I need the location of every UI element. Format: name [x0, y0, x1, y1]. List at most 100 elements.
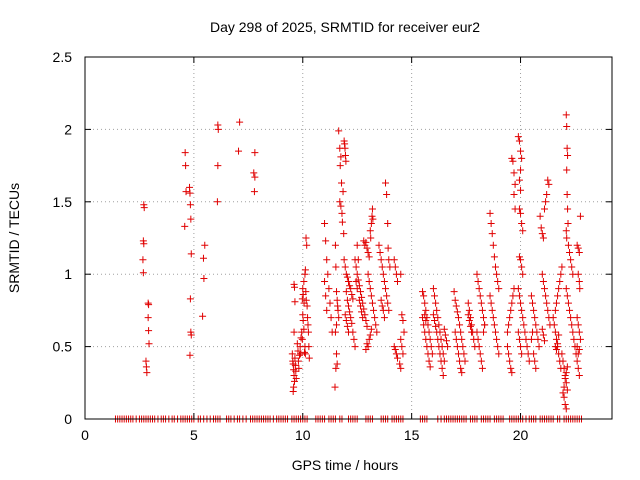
data-point — [511, 180, 519, 188]
data-point — [480, 314, 488, 322]
data-point — [400, 328, 408, 336]
data-point — [561, 374, 569, 382]
data-point — [535, 343, 543, 351]
data-point — [351, 343, 359, 351]
data-point — [505, 350, 513, 358]
data-point — [140, 240, 148, 248]
data-point — [537, 224, 545, 232]
data-point — [521, 328, 529, 336]
data-point — [379, 306, 387, 314]
data-point — [372, 321, 380, 329]
y-tick-label: 2 — [64, 121, 72, 137]
data-point — [564, 241, 572, 249]
data-point — [563, 363, 571, 371]
data-point — [552, 335, 560, 343]
data-point — [353, 285, 361, 293]
data-point — [517, 186, 525, 194]
data-point — [538, 270, 546, 278]
data-point — [475, 285, 483, 293]
data-point — [534, 335, 542, 343]
data-point — [507, 364, 515, 372]
data-point — [515, 176, 523, 184]
data-point — [567, 314, 575, 322]
data-point — [488, 306, 496, 314]
data-point — [391, 345, 399, 353]
data-points — [111, 111, 586, 423]
data-point — [438, 364, 446, 372]
data-point — [564, 205, 572, 213]
data-point — [575, 345, 583, 353]
data-point — [530, 306, 538, 314]
x-tick-label: 0 — [81, 427, 89, 443]
data-point — [493, 270, 501, 278]
data-point — [339, 188, 347, 196]
data-point — [574, 321, 582, 329]
data-point — [540, 337, 548, 345]
data-point — [338, 209, 346, 217]
data-point — [325, 285, 333, 293]
data-point — [468, 321, 476, 329]
data-point — [366, 285, 374, 293]
data-point — [345, 302, 352, 310]
data-point — [298, 335, 306, 343]
data-point — [562, 405, 570, 413]
data-point — [376, 248, 384, 256]
data-point — [559, 357, 567, 365]
data-point — [186, 351, 194, 359]
data-point — [494, 343, 502, 351]
data-point — [476, 350, 484, 358]
data-point — [551, 328, 559, 336]
data-point — [299, 290, 307, 298]
data-point — [288, 350, 296, 358]
data-point — [570, 335, 578, 343]
data-point — [556, 277, 564, 285]
data-point — [531, 357, 539, 365]
data-point — [292, 367, 300, 375]
data-point — [356, 302, 364, 310]
data-point — [486, 292, 494, 300]
data-point — [487, 299, 495, 307]
data-point — [509, 157, 517, 165]
y-tick-label: 1 — [64, 266, 72, 282]
data-point — [531, 314, 539, 322]
data-point — [304, 321, 312, 329]
data-point — [562, 227, 570, 235]
data-point — [341, 263, 349, 271]
data-point — [338, 179, 346, 187]
data-point — [465, 317, 473, 325]
data-point — [444, 343, 452, 351]
data-point — [332, 364, 340, 372]
data-point — [356, 288, 364, 296]
data-point — [362, 317, 370, 325]
data-point — [379, 270, 387, 278]
data-point — [431, 292, 439, 300]
data-point — [305, 354, 313, 362]
data-point — [305, 343, 313, 351]
data-point — [432, 299, 440, 307]
data-point — [495, 350, 503, 358]
tick-layer: 0 5 10 15 20 0 0.5 1 1.5 2 2.5 — [53, 49, 612, 443]
data-point — [299, 317, 307, 325]
data-point — [251, 149, 259, 157]
data-point — [523, 343, 531, 351]
data-point — [574, 244, 582, 252]
data-point — [303, 302, 311, 310]
data-point — [532, 364, 540, 372]
data-point — [186, 189, 194, 197]
data-point — [563, 144, 571, 152]
data-point — [296, 351, 304, 359]
data-point — [440, 325, 448, 333]
data-point — [350, 335, 358, 343]
grid-layer — [85, 57, 612, 419]
data-point — [518, 263, 526, 271]
data-point — [294, 357, 302, 365]
data-point — [342, 317, 350, 325]
data-point — [200, 275, 208, 283]
data-point — [382, 285, 390, 293]
data-point — [303, 241, 311, 249]
data-point — [336, 162, 344, 170]
data-point — [481, 321, 489, 329]
data-point — [517, 209, 525, 217]
data-point — [543, 191, 551, 199]
plot-frame — [84, 56, 613, 420]
